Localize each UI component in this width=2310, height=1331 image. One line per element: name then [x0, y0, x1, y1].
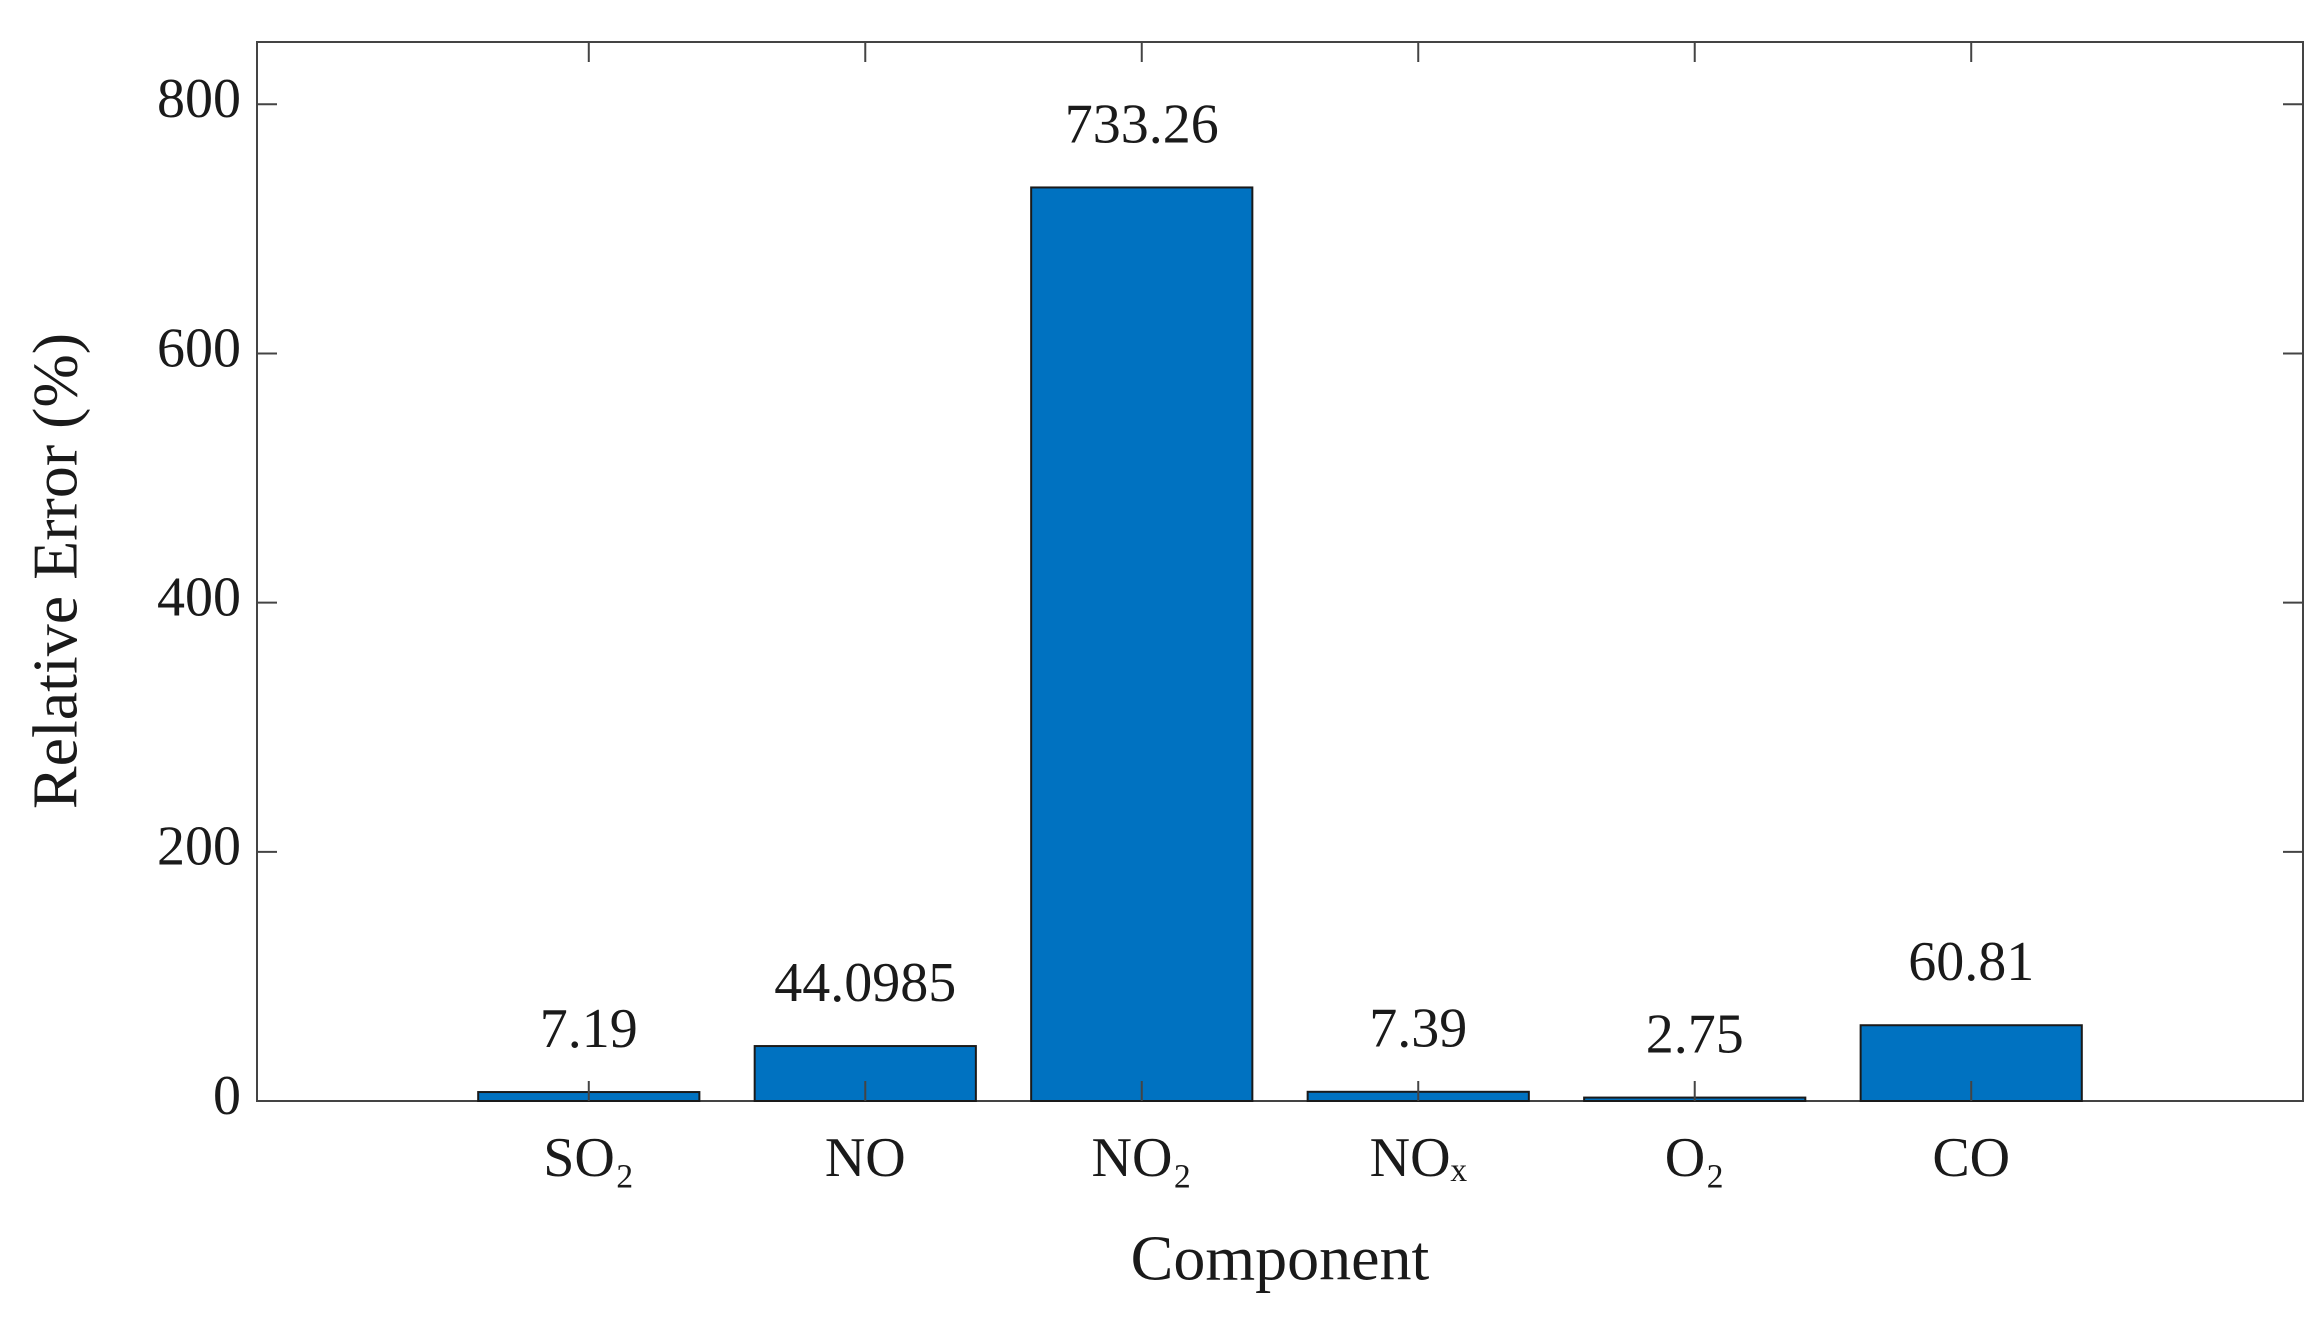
value-label: 733.26	[1065, 93, 1219, 155]
x-tick-label: NO	[825, 1127, 906, 1189]
value-label: 60.81	[1908, 931, 2034, 993]
x-tick-label: NOₓ	[1370, 1127, 1468, 1189]
x-tick-label: NO₂	[1092, 1127, 1192, 1189]
y-tick-label: 200	[157, 816, 241, 878]
y-axis-title: Relative Error (%)	[20, 333, 91, 809]
value-label: 44.0985	[774, 952, 956, 1014]
x-tick-label: CO	[1932, 1127, 2010, 1189]
x-axis-title: Component	[1131, 1223, 1430, 1294]
y-tick-label: 800	[157, 68, 241, 130]
y-tick-label: 400	[157, 566, 241, 628]
y-tick-label: 600	[157, 317, 241, 379]
y-tick-label: 0	[213, 1065, 241, 1127]
bar	[1030, 186, 1254, 1102]
x-tick-label: O₂	[1665, 1127, 1725, 1189]
value-label: 2.75	[1646, 1003, 1744, 1065]
value-label: 7.19	[540, 998, 638, 1060]
value-label: 7.39	[1369, 998, 1467, 1060]
plot-frame	[256, 41, 2304, 1102]
x-tick-label: SO₂	[543, 1127, 634, 1189]
